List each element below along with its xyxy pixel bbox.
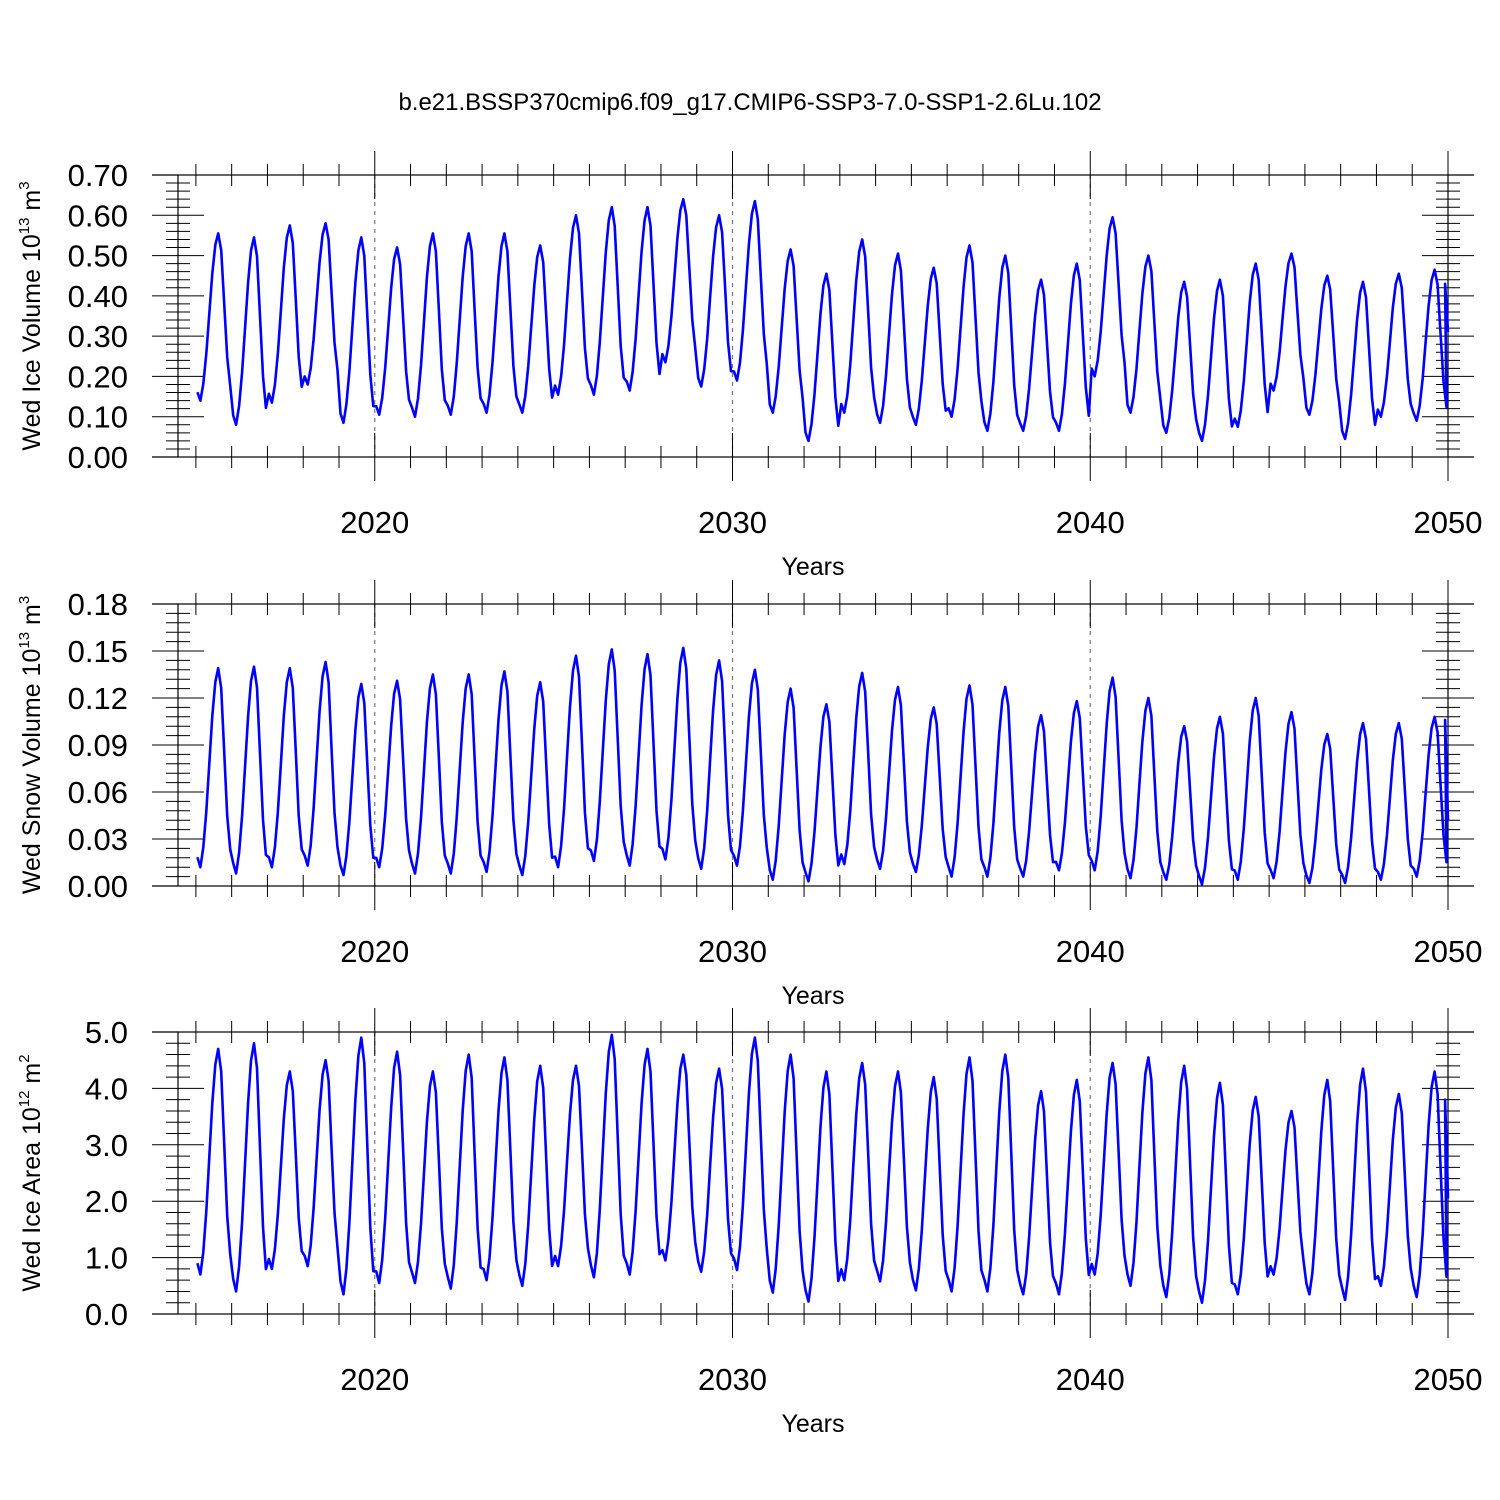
y-axis-label: Wed Snow Volume 1013 m3 xyxy=(16,596,46,894)
y-axis-label-unit: m xyxy=(18,190,46,218)
xtick-label-2040: 2040 xyxy=(1056,934,1125,969)
ytick-label: 2.0 xyxy=(85,1184,128,1219)
series-line-1 xyxy=(196,197,1450,443)
ytick-label: 0.18 xyxy=(68,587,128,622)
y-axis-label: Wed Ice Volume 1013 m3 xyxy=(16,181,46,450)
ytick-label: 0.60 xyxy=(68,198,128,233)
y-axis-label-main: Wed Ice Area 10 xyxy=(18,1107,46,1291)
ytick-label: 0.50 xyxy=(68,239,128,274)
figure-title: b.e21.BSSP370cmip6.f09_g17.CMIP6-SSP3-7.… xyxy=(398,89,1101,116)
panel-1: 0.00 0.10 0.20 0.30 0.40 0.50 0.60 0.70 2020 2030… xyxy=(16,151,1482,581)
ytick-label: 0.12 xyxy=(68,681,128,716)
y-axis-label-main: Wed Snow Volume 10 xyxy=(18,649,46,895)
y-axis-label-unit-exp: 2 xyxy=(16,1054,33,1062)
ytick-label: 0.0 xyxy=(85,1297,128,1332)
y-axis-label-main: Wed Ice Volume 10 xyxy=(18,234,46,450)
ytick-label: 1.0 xyxy=(85,1241,128,1276)
y-axis-label-exp: 12 xyxy=(16,1091,33,1108)
ytick-label: 3.0 xyxy=(85,1128,128,1163)
xtick-label-2030: 2030 xyxy=(698,505,767,540)
y-axis-label-unit-exp: 3 xyxy=(16,181,33,189)
ytick-label: 4.0 xyxy=(85,1071,128,1106)
ytick-label: 0.00 xyxy=(68,440,128,475)
ytick-label: 0.03 xyxy=(68,822,128,857)
x-axis-label: Years xyxy=(781,553,844,581)
xtick-label-2050: 2050 xyxy=(1414,934,1483,969)
xtick-label-2040: 2040 xyxy=(1056,505,1125,540)
y-axis-label-exp: 13 xyxy=(16,632,33,649)
xtick-label-2050: 2050 xyxy=(1414,505,1483,540)
ytick-label: 0.06 xyxy=(68,775,128,810)
ytick-label: 0.15 xyxy=(68,634,128,669)
ytick-label: 0.00 xyxy=(68,869,128,904)
x-axis-label: Years xyxy=(781,1410,844,1438)
ytick-label: 0.10 xyxy=(68,400,128,435)
panel-3: 0.0 1.0 2.0 3.0 4.0 5.0 2020 2030 2040 2050 Years W… xyxy=(16,1008,1482,1438)
y-axis-label-unit: m xyxy=(18,1063,46,1091)
ytick-label: 0.20 xyxy=(68,359,128,394)
xtick-label-2030: 2030 xyxy=(698,1362,767,1397)
xtick-label-2030: 2030 xyxy=(698,934,767,969)
ytick-label: 0.30 xyxy=(68,319,128,354)
y-axis-label-exp: 13 xyxy=(16,218,33,235)
panels-group: 0.00 0.10 0.20 0.30 0.40 0.50 0.60 0.70 2020 2030… xyxy=(16,151,1482,1438)
xtick-label-2050: 2050 xyxy=(1414,1362,1483,1397)
ytick-label: 0.09 xyxy=(68,728,128,763)
xtick-label-2020: 2020 xyxy=(340,1362,409,1397)
y-axis-label: Wed Ice Area 1012 m2 xyxy=(16,1054,46,1291)
xtick-label-2020: 2020 xyxy=(340,505,409,540)
ytick-label: 5.0 xyxy=(85,1015,128,1050)
y-axis-label-unit-exp: 3 xyxy=(16,596,33,604)
x-axis-label: Years xyxy=(781,982,844,1010)
series-line-3 xyxy=(196,1033,1450,1304)
ytick-label: 0.40 xyxy=(68,279,128,314)
xtick-label-2040: 2040 xyxy=(1056,1362,1125,1397)
panel-2: 0.00 0.03 0.06 0.09 0.12 0.15 0.18 2020 2030 2040… xyxy=(16,580,1482,1010)
xtick-label-2020: 2020 xyxy=(340,934,409,969)
ytick-label: 0.70 xyxy=(68,158,128,193)
series-line-2 xyxy=(196,646,1450,886)
y-axis-label-unit: m xyxy=(18,604,46,632)
